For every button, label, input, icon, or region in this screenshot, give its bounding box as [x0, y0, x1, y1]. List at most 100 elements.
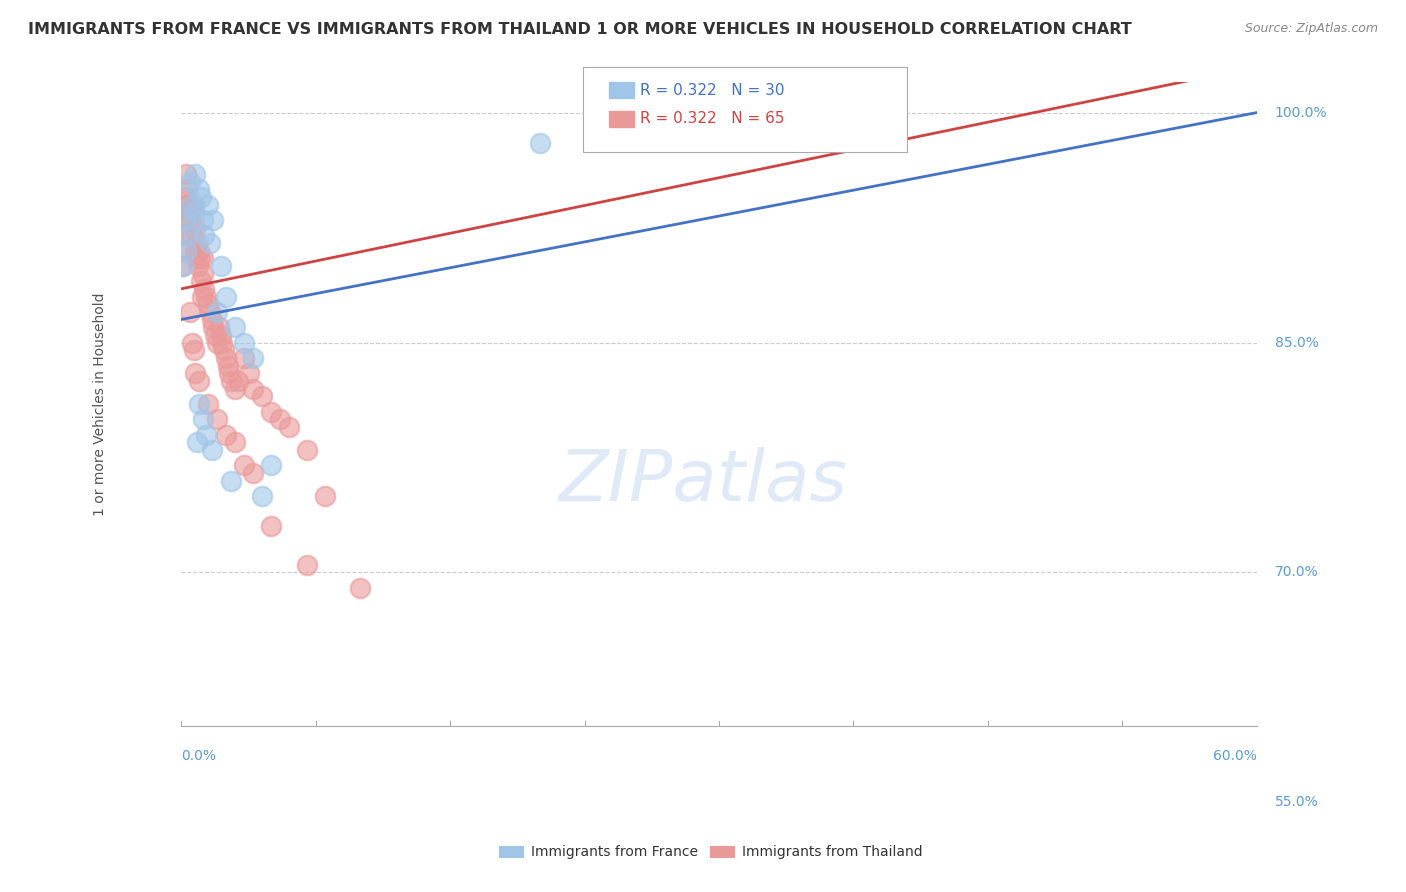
- Point: [190, 289, 212, 303]
- Point: [198, 235, 221, 250]
- Point: [198, 305, 221, 319]
- Point: [176, 244, 198, 258]
- Point: [228, 374, 250, 388]
- Point: [232, 458, 254, 472]
- Point: [176, 182, 198, 196]
- Text: 55.0%: 55.0%: [1275, 796, 1319, 809]
- Text: Immigrants from France: Immigrants from France: [531, 845, 699, 859]
- Text: 85.0%: 85.0%: [1275, 335, 1319, 350]
- Point: [184, 366, 207, 380]
- Point: [219, 474, 242, 488]
- Point: [183, 205, 205, 219]
- Point: [200, 312, 222, 326]
- Point: [187, 259, 209, 273]
- Point: [193, 228, 215, 243]
- Point: [224, 382, 246, 396]
- Point: [202, 212, 225, 227]
- Point: [238, 366, 260, 380]
- Point: [188, 244, 211, 258]
- Point: [218, 366, 240, 380]
- Text: 60.0%: 60.0%: [1213, 748, 1257, 763]
- Text: 100.0%: 100.0%: [1275, 105, 1327, 120]
- Point: [183, 220, 205, 235]
- Point: [209, 259, 232, 273]
- Point: [193, 282, 215, 296]
- Point: [179, 305, 201, 319]
- Point: [260, 519, 283, 533]
- Text: Source: ZipAtlas.com: Source: ZipAtlas.com: [1244, 22, 1378, 36]
- Point: [180, 335, 202, 350]
- Point: [172, 228, 194, 243]
- Text: 1 or more Vehicles in Household: 1 or more Vehicles in Household: [93, 292, 107, 516]
- Point: [179, 205, 201, 219]
- Point: [197, 397, 219, 411]
- Text: R = 0.322   N = 65: R = 0.322 N = 65: [640, 112, 785, 126]
- Point: [183, 197, 205, 211]
- Point: [183, 343, 205, 358]
- Point: [211, 335, 233, 350]
- Point: [215, 351, 238, 365]
- Point: [242, 466, 264, 480]
- Point: [188, 182, 211, 196]
- Point: [188, 374, 211, 388]
- Point: [186, 435, 208, 450]
- Point: [205, 305, 228, 319]
- Point: [186, 251, 208, 265]
- Point: [177, 228, 200, 243]
- Point: [224, 320, 246, 334]
- Point: [177, 197, 200, 211]
- Point: [197, 297, 219, 311]
- Point: [208, 320, 231, 334]
- Point: [277, 420, 299, 434]
- Point: [295, 442, 318, 457]
- Point: [180, 212, 202, 227]
- Point: [205, 335, 228, 350]
- Text: IMMIGRANTS FROM FRANCE VS IMMIGRANTS FROM THAILAND 1 OR MORE VEHICLES IN HOUSEHO: IMMIGRANTS FROM FRANCE VS IMMIGRANTS FRO…: [28, 22, 1132, 37]
- Point: [217, 359, 239, 373]
- Text: 70.0%: 70.0%: [1275, 566, 1319, 580]
- Point: [176, 167, 198, 181]
- Point: [215, 427, 238, 442]
- Point: [195, 427, 218, 442]
- Point: [242, 351, 264, 365]
- Text: Immigrants from Thailand: Immigrants from Thailand: [742, 845, 922, 859]
- Point: [188, 397, 211, 411]
- Point: [529, 136, 551, 151]
- Point: [314, 489, 336, 503]
- Point: [250, 489, 273, 503]
- Point: [215, 289, 238, 303]
- Point: [184, 244, 207, 258]
- Point: [232, 335, 254, 350]
- Point: [209, 327, 232, 342]
- Point: [170, 259, 193, 273]
- Point: [212, 343, 235, 358]
- Point: [193, 267, 215, 281]
- Point: [224, 435, 246, 450]
- Point: [191, 212, 214, 227]
- Point: [180, 197, 202, 211]
- Point: [191, 412, 214, 426]
- Point: [242, 382, 264, 396]
- Text: 0.0%: 0.0%: [181, 748, 217, 763]
- Point: [219, 374, 242, 388]
- Point: [173, 212, 195, 227]
- Point: [190, 274, 212, 288]
- Point: [172, 259, 194, 273]
- Point: [260, 404, 283, 418]
- Point: [173, 244, 195, 258]
- Point: [269, 412, 291, 426]
- Point: [200, 442, 222, 457]
- Point: [349, 581, 371, 595]
- Point: [197, 197, 219, 211]
- Point: [181, 205, 204, 219]
- Point: [250, 389, 273, 403]
- Point: [205, 412, 228, 426]
- Point: [260, 458, 283, 472]
- Text: R = 0.322   N = 30: R = 0.322 N = 30: [640, 83, 785, 97]
- Point: [204, 327, 226, 342]
- Point: [190, 190, 212, 204]
- Point: [184, 167, 207, 181]
- Text: ZIPatlas: ZIPatlas: [558, 447, 848, 516]
- Point: [195, 289, 218, 303]
- Point: [191, 251, 214, 265]
